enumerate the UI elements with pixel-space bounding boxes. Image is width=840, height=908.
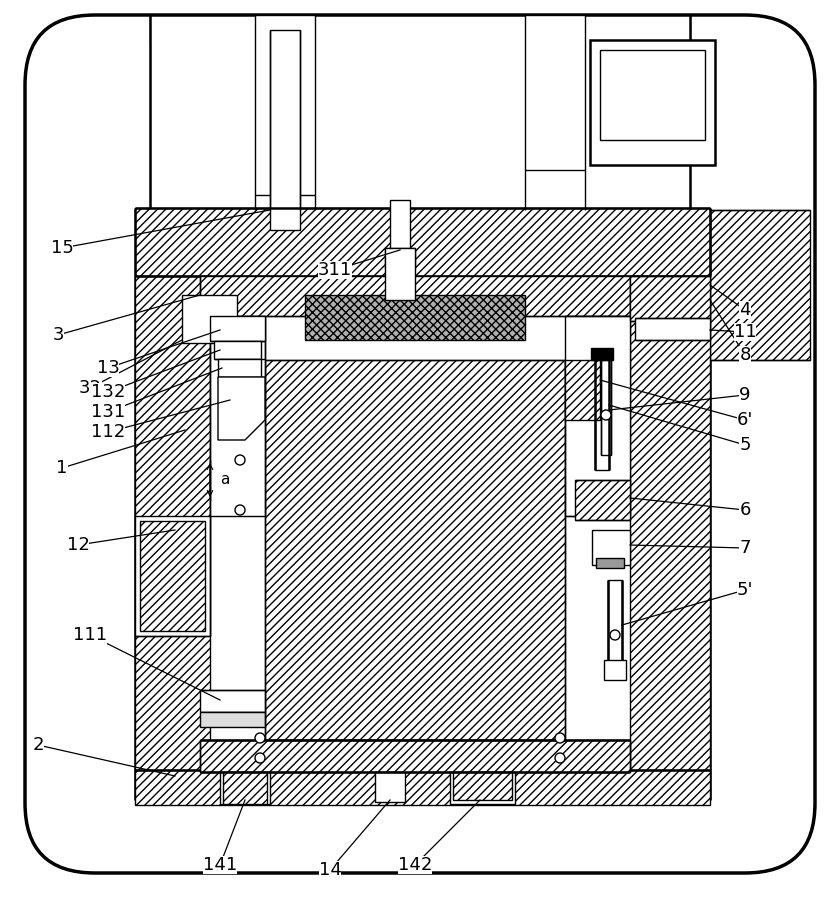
Circle shape [601, 410, 611, 420]
Text: 7: 7 [739, 539, 751, 557]
Bar [608, 580, 622, 675]
Bar [223, 772, 267, 804]
Circle shape [255, 733, 265, 743]
Text: 32: 32 [78, 379, 102, 397]
Text: 15: 15 [50, 239, 73, 257]
Bar [200, 276, 630, 316]
Bar [385, 248, 415, 300]
Polygon shape [135, 276, 210, 800]
Bar [270, 30, 300, 230]
Bar [200, 712, 265, 727]
Text: a: a [220, 472, 229, 488]
Bar [565, 360, 600, 420]
Text: 5: 5 [739, 436, 751, 454]
Circle shape [555, 733, 565, 743]
Bar [601, 360, 611, 455]
Bar [220, 772, 270, 804]
Text: 6': 6' [737, 411, 753, 429]
Bar [453, 772, 512, 800]
Text: 142: 142 [398, 856, 433, 874]
Text: 311: 311 [318, 261, 352, 279]
Bar [255, 15, 315, 195]
Bar [150, 15, 690, 210]
Bar [595, 350, 609, 470]
Bar [210, 316, 265, 516]
Bar [218, 359, 261, 377]
Text: 4: 4 [739, 301, 751, 319]
Bar [150, 15, 690, 45]
Bar [604, 660, 626, 680]
Text: 9: 9 [739, 386, 751, 404]
Bar [214, 341, 261, 359]
Text: 3: 3 [52, 326, 64, 344]
FancyBboxPatch shape [25, 15, 815, 873]
Bar [135, 770, 710, 805]
Text: 112: 112 [91, 423, 125, 441]
Bar [596, 558, 624, 568]
Polygon shape [218, 377, 265, 440]
Text: 5': 5' [737, 581, 753, 599]
Bar [210, 316, 265, 341]
Bar [565, 316, 630, 516]
Bar [630, 276, 710, 321]
Circle shape [235, 455, 245, 465]
Text: 111: 111 [73, 626, 107, 644]
Circle shape [235, 505, 245, 515]
Text: 2: 2 [32, 736, 44, 754]
Text: 141: 141 [203, 856, 237, 874]
Bar [450, 772, 515, 804]
Bar [375, 772, 405, 802]
Bar [135, 516, 210, 636]
Text: 6: 6 [739, 501, 751, 519]
Bar [305, 295, 525, 340]
Polygon shape [630, 276, 710, 800]
Text: 131: 131 [91, 403, 125, 421]
Bar [635, 318, 710, 340]
Text: 1: 1 [56, 459, 68, 477]
Circle shape [610, 630, 620, 640]
Bar [182, 295, 237, 343]
Circle shape [555, 753, 565, 763]
Bar [600, 50, 705, 140]
Bar [575, 480, 630, 520]
Polygon shape [710, 210, 810, 360]
Bar [592, 530, 630, 565]
Bar [525, 15, 585, 170]
Text: 12: 12 [66, 536, 89, 554]
Text: 13: 13 [97, 359, 119, 377]
Bar [591, 348, 613, 360]
Text: 8: 8 [739, 346, 751, 364]
Circle shape [255, 753, 265, 763]
Bar [390, 200, 410, 255]
Bar [200, 740, 630, 772]
Text: 11: 11 [733, 323, 756, 341]
Text: 14: 14 [318, 861, 341, 879]
Bar [590, 40, 715, 165]
Bar [385, 248, 415, 268]
Bar [135, 208, 710, 276]
Bar [140, 521, 205, 631]
Text: 132: 132 [91, 383, 125, 401]
Bar [265, 360, 565, 740]
Bar [200, 690, 265, 712]
